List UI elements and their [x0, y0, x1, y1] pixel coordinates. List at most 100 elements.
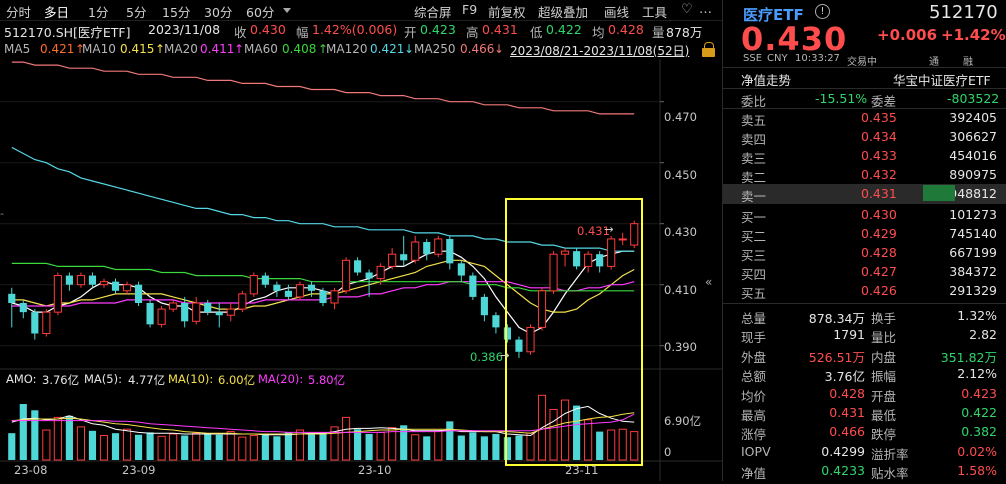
- draw-line-button[interactable]: 画线: [604, 5, 630, 20]
- date-range-label[interactable]: 2023/08/21-2023/11/08(52日): [510, 44, 690, 58]
- bid-row[interactable]: 买二 0.429 745140: [723, 224, 1006, 244]
- tab-30min[interactable]: 30分: [204, 5, 233, 20]
- tools-button[interactable]: 工具: [642, 5, 668, 20]
- change-value: 1.42%(0.006): [312, 22, 398, 37]
- candle-body-down: [273, 284, 281, 291]
- expand-panel-icon[interactable]: «: [705, 275, 713, 289]
- candle-body-up: [549, 253, 558, 292]
- candle-body-up: [99, 281, 109, 286]
- volume-bar-down: [354, 429, 362, 460]
- ask-row[interactable]: 卖四 0.434 306627: [723, 127, 1006, 147]
- quote-time: 10:33:27: [795, 53, 840, 64]
- kline-chart-area[interactable]: 0.470 0.450 0.430 0.410 0.390 6.90亿 0 0.…: [0, 59, 722, 481]
- stat-label: 最高: [741, 408, 767, 423]
- high-label: 高: [466, 25, 479, 40]
- volume-bar-down: [8, 433, 16, 460]
- tab-1min[interactable]: 1分: [88, 5, 109, 20]
- volume-bar-up: [388, 427, 397, 461]
- volume-bar-up: [549, 409, 558, 461]
- candle-body-down: [354, 260, 362, 273]
- candle-body-up: [584, 253, 593, 267]
- stat-label: 内盘: [871, 349, 897, 365]
- volume-bar-up: [376, 431, 385, 461]
- volume-bar-down: [492, 433, 500, 460]
- f9-button[interactable]: F9: [462, 2, 478, 17]
- candle-body-up: [53, 275, 62, 313]
- lock-icon[interactable]: [702, 48, 715, 57]
- bid-row[interactable]: 买四 0.427 384372: [723, 262, 1006, 282]
- stat-row: 外盘 526.51万 内盘 351.82万: [723, 345, 1006, 365]
- amo-value: 3.76亿: [42, 373, 80, 387]
- stat-value: 2.82: [969, 327, 997, 343]
- ask-row[interactable]: 卖一 0.431 948812: [723, 184, 1006, 204]
- amo-ma5-label: MA(5):: [84, 372, 122, 386]
- rong-tag: 融: [963, 57, 973, 68]
- ask-row[interactable]: 卖五 0.435 392405: [723, 108, 1006, 128]
- bid-row[interactable]: 买一 0.430 101273: [723, 205, 1006, 225]
- avg-value: 0.428: [608, 22, 644, 37]
- period-dropdown-icon[interactable]: [283, 8, 291, 13]
- stat-value: 3.76亿: [824, 369, 865, 385]
- nav-trend-link[interactable]: 净值走势: [741, 73, 792, 88]
- ask-row[interactable]: 卖二 0.432 890975: [723, 165, 1006, 185]
- stat-value: 0.466: [829, 424, 865, 440]
- ask-label: 卖四: [741, 132, 767, 147]
- bid-row[interactable]: 买三 0.428 667199: [723, 243, 1006, 263]
- stat-label: 跌停: [871, 427, 897, 443]
- volume-bar-up: [526, 432, 535, 461]
- stat-row: 现手 1791 量比 2.82: [723, 325, 1006, 345]
- low-value: 0.422: [546, 22, 582, 37]
- security-name[interactable]: 医疗ETF: [743, 6, 804, 24]
- info-icon[interactable]: !: [815, 4, 830, 19]
- overlay-button[interactable]: 超级叠加: [538, 5, 589, 20]
- nav-row[interactable]: 净值走势 华宝中证医疗ETF: [723, 68, 1006, 88]
- candle-body-up: [76, 275, 86, 286]
- tab-5min[interactable]: 5分: [126, 5, 147, 20]
- security-code-large: 512170: [929, 2, 998, 23]
- ma250-label: MA250: [414, 42, 456, 56]
- stat-value: 2.12%: [957, 366, 997, 382]
- ma-line-ma60: [11, 262, 635, 292]
- adjust-button[interactable]: 前复权: [488, 5, 526, 20]
- more-icon[interactable]: …: [699, 2, 712, 17]
- candle-body-down: [215, 312, 223, 316]
- quote-panel: 医疗ETF ! 512170 0.430 +0.006 +1.42% SSE C…: [722, 0, 1006, 481]
- stat-row: IOPV 0.4299 溢折率 0.02%: [723, 442, 1006, 462]
- ma20-value: 0.411: [200, 42, 235, 56]
- stat-label: 现手: [741, 330, 767, 346]
- candle-body-up: [295, 284, 305, 298]
- weibi-label: 委比: [741, 94, 767, 109]
- ask-row[interactable]: 卖三 0.433 454016: [723, 146, 1006, 166]
- volume-bar-down: [111, 433, 120, 460]
- heart-icon[interactable]: ♡: [681, 2, 693, 17]
- open-value: 0.423: [420, 22, 456, 37]
- candle-body-up: [630, 223, 639, 246]
- stat-value: 351.82万: [940, 349, 997, 365]
- bid-row[interactable]: 买五 0.426 291329: [723, 281, 1006, 301]
- tab-duori[interactable]: 多日: [44, 5, 70, 20]
- ma20-label: MA20: [164, 42, 198, 56]
- tab-60min[interactable]: 60分: [246, 5, 275, 20]
- volume-bar-down: [446, 421, 454, 460]
- ma20-arrow: ↑: [234, 42, 245, 56]
- composite-screen-button[interactable]: 综合屏: [414, 5, 452, 20]
- stat-value: 1.58%: [957, 463, 997, 479]
- stat-label: 最低: [871, 408, 897, 423]
- open-label: 开: [404, 25, 417, 40]
- stat-label: 总额: [741, 369, 767, 385]
- volume-bar-up: [295, 429, 305, 461]
- date-tick: 23-08: [14, 463, 48, 477]
- candle-body-up: [537, 290, 547, 328]
- tab-fenshi[interactable]: 分时: [6, 5, 32, 20]
- volume-bar-up: [226, 431, 235, 461]
- volume-bar-down: [215, 434, 223, 460]
- date-tick: 23-09: [122, 463, 156, 477]
- volume-bars: [8, 394, 639, 461]
- ma120-value: 0.421: [370, 42, 405, 56]
- volume-bar-down: [457, 435, 465, 460]
- volume-bar-down: [134, 434, 143, 460]
- security-code: 512170.SH[医疗ETF]: [4, 25, 131, 40]
- volume-bar-down: [88, 430, 97, 460]
- tab-15min[interactable]: 15分: [162, 5, 191, 20]
- ma-line-ma120: [11, 146, 635, 252]
